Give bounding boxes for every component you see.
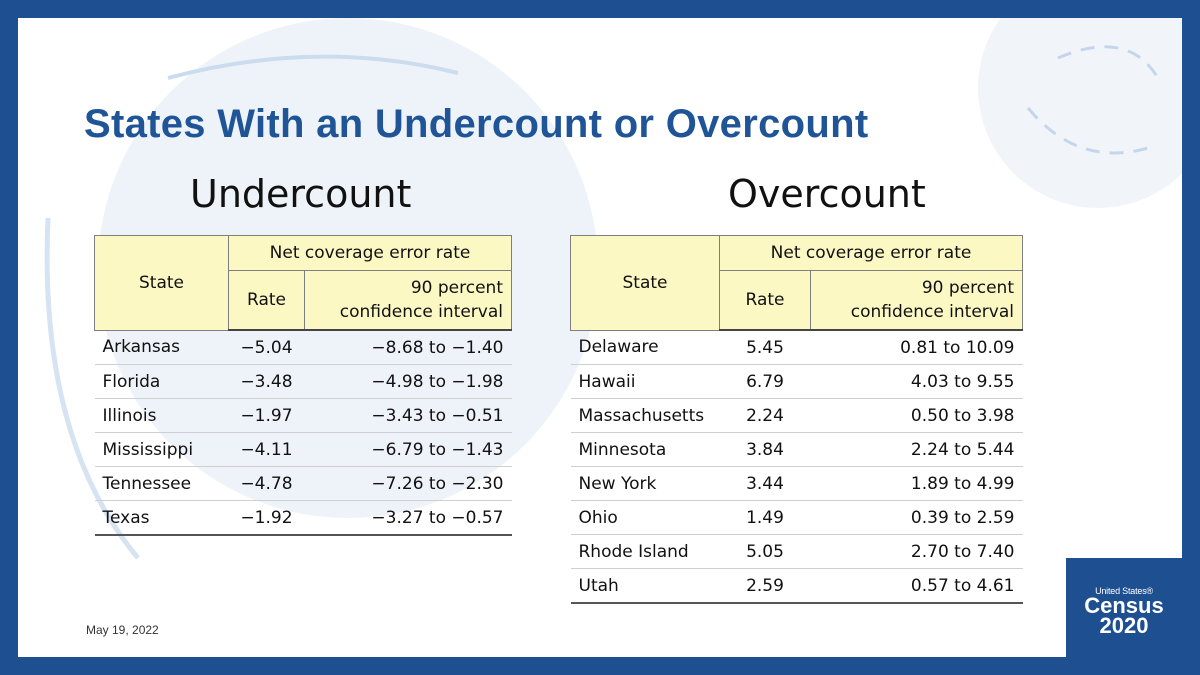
rate-cell: −4.11: [228, 432, 305, 467]
state-cell: Rhode Island: [570, 534, 720, 569]
table-row: Mississippi −4.11 −6.79 to −1.43: [94, 432, 512, 467]
state-cell: Massachusetts: [570, 398, 720, 433]
overcount-table: State Net coverage error rate Rate 90 pe…: [570, 235, 1023, 604]
confidence-interval-cell: 0.39 to 2.59: [810, 500, 1023, 535]
rate-cell: 5.05: [719, 534, 811, 569]
confidence-interval-cell: −8.68 to −1.40: [304, 330, 512, 365]
table-row: Texas −1.92 −3.27 to −0.57: [94, 500, 512, 536]
rate-cell: 1.49: [719, 500, 811, 535]
rate-cell: 2.59: [719, 568, 811, 604]
net-coverage-error-rate-header: Net coverage error rate: [228, 235, 512, 271]
confidence-interval-cell: 2.24 to 5.44: [810, 432, 1023, 467]
logo-census: Census: [1084, 593, 1164, 618]
overcount-heading: Overcount: [728, 172, 926, 216]
confidence-interval-header: 90 percent confidence interval: [304, 270, 512, 331]
table-row: Illinois −1.97 −3.43 to −0.51: [94, 398, 512, 433]
confidence-interval-cell: 1.89 to 4.99: [810, 466, 1023, 501]
table-row: Delaware 5.45 0.81 to 10.09: [570, 330, 1023, 365]
rate-cell: −1.97: [228, 398, 305, 433]
table-row: Ohio 1.49 0.39 to 2.59: [570, 500, 1023, 535]
rate-column-header: Rate: [228, 270, 305, 331]
confidence-interval-cell: 0.81 to 10.09: [810, 330, 1023, 365]
rate-cell: −1.92: [228, 500, 305, 536]
table-row: Rhode Island 5.05 2.70 to 7.40: [570, 534, 1023, 569]
confidence-interval-cell: 0.50 to 3.98: [810, 398, 1023, 433]
rate-cell: 3.44: [719, 466, 811, 501]
confidence-interval-cell: −3.27 to −0.57: [304, 500, 512, 536]
slide-title: States With an Undercount or Overcount: [84, 102, 869, 146]
state-cell: Delaware: [570, 330, 720, 365]
confidence-interval-header: 90 percent confidence interval: [810, 270, 1023, 331]
rate-cell: 3.84: [719, 432, 811, 467]
table-row: Massachusetts 2.24 0.50 to 3.98: [570, 398, 1023, 433]
rate-cell: 2.24: [719, 398, 811, 433]
confidence-interval-cell: 0.57 to 4.61: [810, 568, 1023, 604]
rate-cell: 6.79: [719, 364, 811, 399]
confidence-interval-cell: −6.79 to −1.43: [304, 432, 512, 467]
confidence-interval-cell: −3.43 to −0.51: [304, 398, 512, 433]
undercount-table: State Net coverage error rate Rate 90 pe…: [94, 235, 512, 536]
ci-header-line1: 90 percent: [921, 278, 1014, 298]
state-column-header: State: [570, 235, 720, 331]
table-row: Tennessee −4.78 −7.26 to −2.30: [94, 466, 512, 501]
logo-2020: 2020: [1099, 613, 1149, 638]
ci-header-line1: 90 percent: [410, 278, 503, 298]
rate-cell: −5.04: [228, 330, 305, 365]
ci-header-line2: confidence interval: [339, 302, 503, 322]
state-cell: Mississippi: [94, 432, 229, 467]
confidence-interval-cell: −7.26 to −2.30: [304, 466, 512, 501]
rate-cell: −4.78: [228, 466, 305, 501]
table-row: New York 3.44 1.89 to 4.99: [570, 466, 1023, 501]
rate-cell: 5.45: [719, 330, 811, 365]
confidence-interval-cell: 4.03 to 9.55: [810, 364, 1023, 399]
logo-united-states: United States®: [1095, 586, 1153, 596]
net-coverage-error-rate-header: Net coverage error rate: [719, 235, 1023, 271]
slide: States With an Undercount or Overcount U…: [18, 18, 1182, 657]
state-cell: Texas: [94, 500, 229, 536]
state-cell: Arkansas: [94, 330, 229, 365]
confidence-interval-cell: −4.98 to −1.98: [304, 364, 512, 399]
rate-cell: −3.48: [228, 364, 305, 399]
state-cell: Tennessee: [94, 466, 229, 501]
table-row: Utah 2.59 0.57 to 4.61: [570, 568, 1023, 604]
state-cell: Illinois: [94, 398, 229, 433]
state-cell: Hawaii: [570, 364, 720, 399]
state-cell: Ohio: [570, 500, 720, 535]
ci-header-line2: confidence interval: [850, 302, 1014, 322]
table-row: Arkansas −5.04 −8.68 to −1.40: [94, 330, 512, 365]
table-row: Minnesota 3.84 2.24 to 5.44: [570, 432, 1023, 467]
state-cell: New York: [570, 466, 720, 501]
state-cell: Florida: [94, 364, 229, 399]
rate-column-header: Rate: [719, 270, 811, 331]
state-column-header: State: [94, 235, 229, 331]
table-row: Florida −3.48 −4.98 to −1.98: [94, 364, 512, 399]
state-cell: Utah: [570, 568, 720, 604]
confidence-interval-cell: 2.70 to 7.40: [810, 534, 1023, 569]
table-row: Hawaii 6.79 4.03 to 9.55: [570, 364, 1023, 399]
census-2020-logo: United States® Census 2020: [1066, 558, 1182, 657]
presentation-date: May 19, 2022: [86, 623, 159, 637]
undercount-heading: Undercount: [190, 172, 412, 216]
state-cell: Minnesota: [570, 432, 720, 467]
